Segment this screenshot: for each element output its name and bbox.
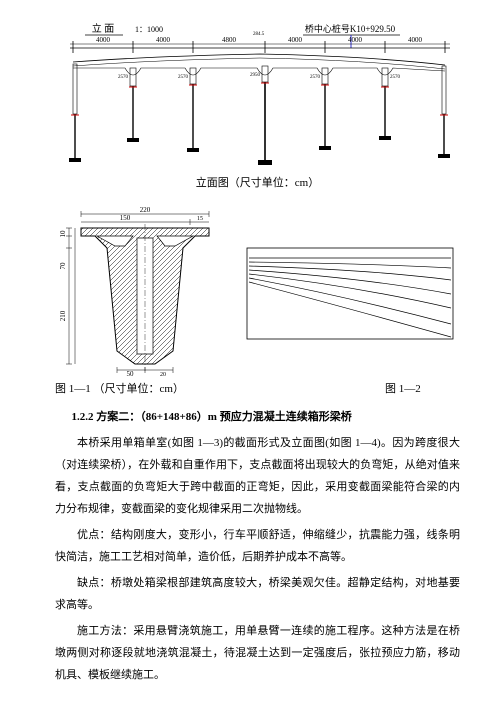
span-label-3: 4800	[222, 36, 237, 44]
para-advantages: 优点：结构刚度大，变形小，行车平顺舒适，伸缩缝少，抗震能力强，线条明快简洁，施工…	[55, 524, 460, 568]
elevation-title-right: 桥中心桩号K10+929.50	[305, 23, 396, 34]
cross-section-row: 220 150 15	[55, 206, 460, 376]
svg-text:2570: 2570	[390, 75, 401, 80]
svg-text:210: 210	[59, 310, 67, 321]
svg-text:2950: 2950	[250, 73, 261, 78]
svg-text:20: 20	[160, 372, 166, 376]
span-label-6: 4000	[408, 36, 423, 44]
section-heading-1-2-2: 1.2.2 方案二：（86+148+86）m 预应力混凝土连续箱形梁桥	[55, 408, 460, 424]
figure-captions: 图 1—1 （尺寸单位：cm） 图 1—2	[55, 380, 460, 396]
svg-text:50: 50	[127, 370, 135, 376]
svg-text:10: 10	[59, 230, 67, 238]
span-label-4: 4000	[288, 36, 303, 44]
svg-text:70: 70	[59, 262, 67, 270]
caption-fig-1-1: 图 1—1 （尺寸单位：cm）	[55, 380, 255, 396]
svg-text:284.5: 284.5	[253, 32, 265, 37]
elevation-svg: 立 面 1：1000 桥中心桩号K10+929.50 4000 4000 480…	[55, 20, 460, 170]
para-intro: 本桥采用单箱单室(如图 1—3)的截面形式及立面图(如图 1—4)。因为跨度很大…	[55, 432, 460, 520]
svg-text:2570: 2570	[118, 75, 129, 80]
span-label-2: 4000	[156, 36, 171, 44]
svg-text:150: 150	[120, 214, 131, 222]
elevation-title-left: 立 面	[92, 22, 115, 35]
piers: 2570 2570 2950 284.5 2570 2570	[69, 32, 450, 165]
elevation-scale: 1：1000	[135, 25, 163, 34]
elevation-diagram: 立 面 1：1000 桥中心桩号K10+929.50 4000 4000 480…	[55, 20, 460, 170]
haunch-curve-diagram	[245, 246, 455, 341]
cross-section-diagram: 220 150 15	[55, 206, 225, 376]
span-label-1: 4000	[96, 36, 111, 44]
svg-text:2570: 2570	[178, 75, 189, 80]
para-disadvantages: 缺点：桥墩处箱梁根部建筑高度较大，桥梁美观欠佳。超静定结构，对地基要求高等。	[55, 572, 460, 616]
svg-text:15: 15	[197, 216, 203, 222]
caption-fig-1-2: 图 1—2	[385, 380, 421, 396]
svg-text:220: 220	[140, 206, 151, 214]
para-construction: 施工方法：采用悬臂浇筑施工，用单悬臂一连续的施工程序。这种方法是在桥墩两侧对称逐…	[55, 620, 460, 686]
svg-text:2570: 2570	[310, 75, 321, 80]
span-label-5: 4000	[348, 36, 363, 44]
elevation-caption: 立面图（尺寸单位：cm）	[55, 174, 460, 190]
